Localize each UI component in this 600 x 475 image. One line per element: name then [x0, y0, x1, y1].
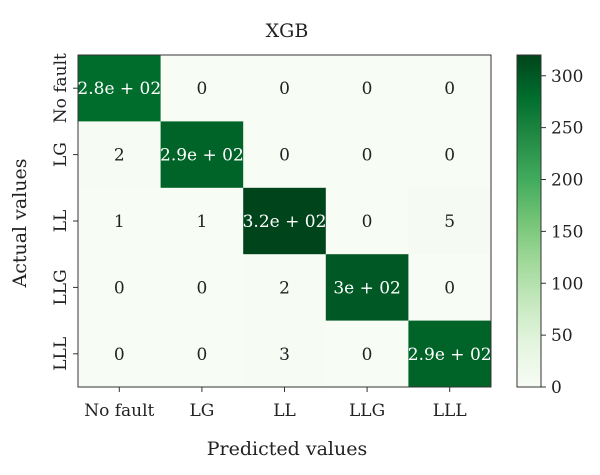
heatmap-cell-label: 0 — [114, 278, 125, 298]
heatmap-cell-label: 0 — [279, 146, 290, 166]
y-tick-label: LG — [51, 142, 71, 167]
heatmap-cell — [160, 55, 244, 122]
heatmap-cell-label: 1 — [114, 212, 125, 232]
heatmap-cell — [78, 121, 162, 189]
y-tick-label: LLL — [51, 337, 71, 371]
x-tick-label: No fault — [84, 401, 154, 421]
colorbar-ticks: 0 50 100 150 200 250 300 — [541, 67, 583, 398]
heatmap-cell-label: 0 — [196, 278, 207, 298]
chart-title: XGB — [266, 20, 309, 42]
heatmap-cell-label: 3e + 02 — [333, 278, 401, 298]
heatmap-cell-label: 0 — [362, 146, 373, 166]
heatmap-cell — [408, 254, 492, 322]
x-tick-label: LLL — [433, 401, 467, 421]
colorbar-tick-label: 200 — [551, 171, 583, 191]
heatmap-cell-label: 0 — [362, 79, 373, 99]
colorbar-tick-label: 150 — [551, 222, 583, 242]
heatmap-cell-label: 2.8e + 02 — [77, 79, 161, 99]
heatmap-cell — [160, 320, 244, 388]
heatmap-cell-label: 0 — [114, 345, 125, 365]
heatmap-cell — [408, 320, 492, 388]
heatmap-cell-label: 0 — [444, 146, 455, 166]
heatmap-cell — [408, 187, 492, 255]
heatmap-cell — [325, 254, 409, 322]
y-axis-ticks: No fault LG LL LLG LLL — [51, 53, 78, 371]
heatmap-cell — [325, 55, 409, 122]
heatmap-cell — [78, 254, 162, 322]
heatmap-cell-label: 2 — [114, 146, 125, 166]
x-tick-label: LL — [273, 401, 296, 421]
heatmap-cell-label: 0 — [362, 345, 373, 365]
heatmap-cell-label: 0 — [196, 79, 207, 99]
heatmap-cell — [78, 55, 162, 122]
heatmap-cell — [78, 320, 162, 388]
y-tick-label: No fault — [51, 53, 71, 123]
colorbar — [516, 54, 542, 388]
heatmap-cell — [325, 187, 409, 255]
heatmap-cell-label: 0 — [444, 278, 455, 298]
heatmap-cell-label: 5 — [444, 212, 455, 232]
x-axis-label: Predicted values — [207, 438, 367, 460]
colorbar-tick-label: 300 — [551, 67, 583, 87]
heatmap-cell-label: 1 — [196, 212, 207, 232]
heatmap-cell — [243, 187, 327, 255]
heatmap-cell — [78, 187, 162, 255]
heatmap-cells — [78, 55, 492, 388]
y-axis-label: Actual values — [9, 158, 31, 288]
colorbar-tick-label: 100 — [551, 274, 583, 294]
heatmap-cell-label: 0 — [279, 79, 290, 99]
y-tick-label: LL — [51, 210, 71, 233]
heatmap-cell-label: 3 — [279, 345, 290, 365]
heatmap-cell-label: 0 — [196, 345, 207, 365]
colorbar-tick-label: 50 — [551, 326, 573, 346]
x-axis-ticks: No fault LG LL LLG LLL — [84, 387, 467, 421]
x-tick-label: LLG — [349, 401, 385, 421]
colorbar-tick-label: 250 — [551, 119, 583, 139]
heatmap-cell — [325, 121, 409, 189]
heatmap-cell — [160, 254, 244, 322]
heatmap-cell — [243, 55, 327, 122]
y-tick-label: LLG — [51, 269, 71, 305]
heatmap-cell-label: 3.2e + 02 — [243, 212, 327, 232]
heatmap-cell — [325, 320, 409, 388]
heatmap-cell-label: 0 — [444, 79, 455, 99]
x-tick-label: LG — [189, 401, 214, 421]
heatmap-cell — [160, 187, 244, 255]
heatmap-cell-label: 0 — [362, 212, 373, 232]
heatmap-cell — [408, 121, 492, 189]
heatmap-cell-label: 2.9e + 02 — [408, 345, 492, 365]
heatmap-cell-label: 2 — [279, 278, 290, 298]
heatmap-cell — [408, 55, 492, 122]
heatmap-cell-labels: 2.8e + 02 0 0 0 0 2 2.9e + 02 0 0 0 1 1 3.2e + 02 0 5 0… — [77, 79, 491, 365]
colorbar-tick-label: 0 — [551, 378, 562, 398]
heatmap-cell-label: 2.9e + 02 — [160, 146, 244, 166]
heatmap-cell — [160, 121, 244, 189]
heatmap-cell — [243, 254, 327, 322]
heatmap-cell — [243, 320, 327, 388]
heatmap-cell — [243, 121, 327, 189]
